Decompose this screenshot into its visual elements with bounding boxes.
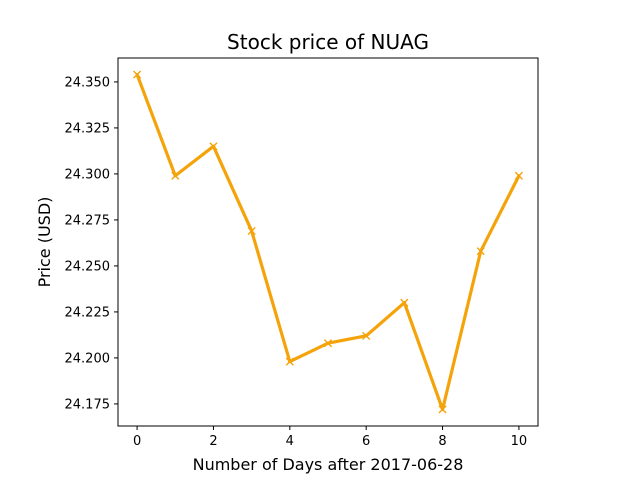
x-tick-label: 8 bbox=[438, 434, 446, 449]
data-point-marker bbox=[400, 298, 409, 307]
plot-frame bbox=[117, 57, 539, 427]
y-tick-label: 24.250 bbox=[65, 259, 111, 274]
y-tick-label: 24.175 bbox=[65, 397, 111, 412]
x-tick-label: 4 bbox=[286, 434, 294, 449]
y-tick-label: 24.225 bbox=[65, 305, 111, 320]
y-tick-label: 24.350 bbox=[65, 75, 111, 90]
x-axis-label: Number of Days after 2017-06-28 bbox=[193, 455, 464, 474]
data-point-marker bbox=[209, 142, 218, 151]
y-axis-label: Price (USD) bbox=[35, 197, 54, 288]
data-point-marker bbox=[247, 226, 256, 236]
x-tick-label: 10 bbox=[511, 434, 528, 449]
chart-title: Stock price of NUAG bbox=[227, 30, 429, 54]
y-tick-label: 24.325 bbox=[65, 121, 111, 136]
data-point-marker bbox=[323, 339, 333, 348]
x-tick-label: 6 bbox=[362, 434, 370, 449]
data-point-marker bbox=[171, 171, 180, 180]
y-tick-label: 24.300 bbox=[65, 167, 111, 182]
y-tick-label: 24.275 bbox=[65, 213, 111, 228]
data-point-marker bbox=[514, 171, 524, 180]
data-point-marker bbox=[132, 70, 142, 79]
x-tick-label: 0 bbox=[133, 434, 141, 449]
data-point-marker bbox=[362, 331, 371, 340]
y-tick-label: 24.200 bbox=[65, 351, 111, 366]
data-point-marker bbox=[438, 405, 447, 414]
data-point-marker bbox=[285, 357, 294, 366]
x-tick-label: 2 bbox=[209, 434, 217, 449]
data-point-marker bbox=[476, 247, 485, 256]
